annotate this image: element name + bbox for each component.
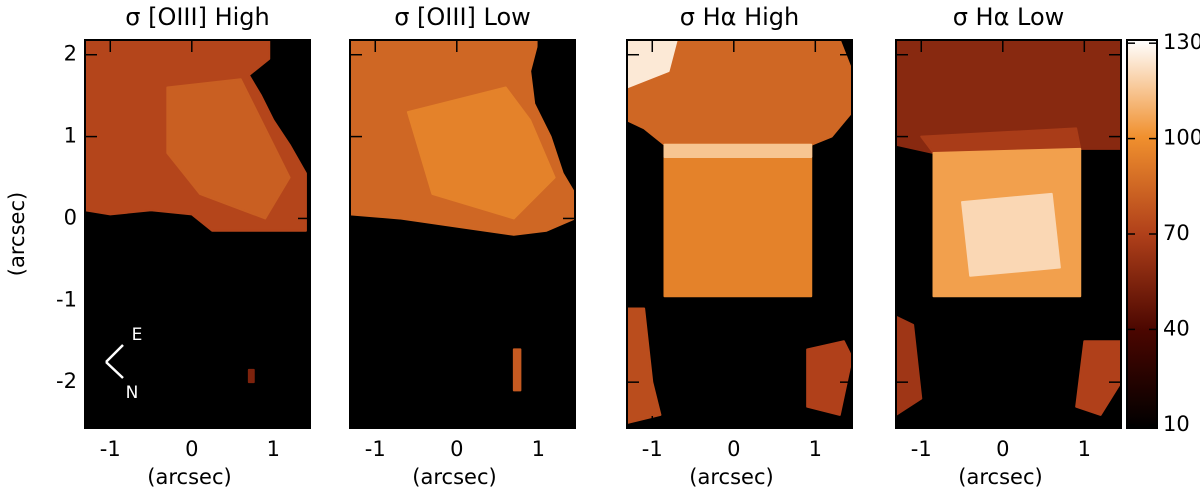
compass [105,344,124,379]
x-tick-label: 0 [727,437,740,461]
compass-arrow [105,361,124,379]
panel-frame [626,39,853,429]
panel-title: σ [OIII] High [125,3,269,31]
x-axis-label: (arcsec) [412,465,496,489]
map-region [627,40,852,146]
x-tick-label: 0 [185,437,198,461]
y-tick-label: -2 [56,369,77,393]
x-tick-label: 0 [450,437,463,461]
compass-arrow [105,344,124,363]
panel-frame [84,39,311,429]
compass-label: E [132,325,143,345]
map-region [247,368,255,384]
y-tick-label: -1 [56,287,77,311]
colorbar-tick-label: 100 [1163,126,1200,150]
x-tick-label: 1 [532,437,545,461]
x-tick-label: 1 [1078,437,1091,461]
colorbar-tick-label: 10 [1163,412,1190,436]
panel-title: σ Hα Low [953,3,1065,31]
x-tick-label: -1 [911,437,932,461]
x-tick-label: -1 [365,437,386,461]
map-region [512,348,522,392]
x-axis-label: (arcsec) [147,465,231,489]
heatmap [627,40,852,428]
heatmap [85,40,310,428]
x-axis-label: (arcsec) [689,465,773,489]
x-tick-label: 1 [809,437,822,461]
x-axis-label: (arcsec) [958,465,1042,489]
map-region [627,40,678,89]
panel-title: σ Hα High [680,3,800,31]
panel-frame [895,39,1122,429]
y-tick-label: 1 [64,124,77,148]
panel-frame [349,39,576,429]
map-region [663,143,813,298]
x-tick-label: -1 [100,437,121,461]
panel-title: σ [OIII] Low [394,3,531,31]
x-tick-label: 0 [996,437,1009,461]
y-tick-label: 2 [64,42,77,66]
x-tick-label: -1 [642,437,663,461]
map-region [806,340,852,416]
heatmap [350,40,575,428]
y-tick-label: 0 [64,205,77,229]
map-region [166,78,291,220]
map-region [663,143,813,159]
map-region [896,315,923,416]
colorbar-tick-label: 70 [1163,221,1190,245]
map-region [961,192,1061,277]
x-tick-label: 1 [267,437,280,461]
y-axis-label: (arcsec) [5,192,29,276]
colorbar-tick-label: 130 [1163,30,1200,54]
map-region [406,86,556,220]
map-region [627,307,662,425]
map-region [1075,340,1121,416]
heatmap [896,40,1121,428]
colorbar-tick-label: 40 [1163,316,1190,340]
compass-label: N [126,383,139,403]
